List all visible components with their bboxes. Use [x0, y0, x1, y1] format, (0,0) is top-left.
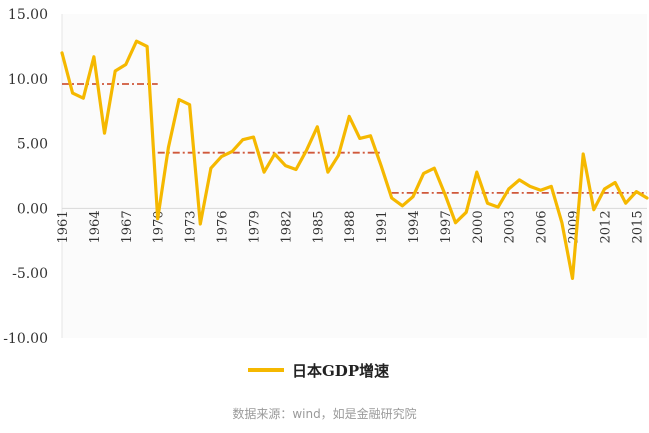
x-tick-label: 1982 — [279, 210, 294, 243]
legend-label: 日本GDP增速 — [292, 362, 389, 380]
plot-area — [61, 14, 647, 338]
x-tick-label: 1994 — [407, 210, 422, 243]
x-tick-label: 1961 — [56, 210, 71, 243]
x-tick-label: 1997 — [439, 210, 454, 243]
x-tick-label: 1985 — [311, 210, 326, 243]
x-tick-label: 1988 — [343, 210, 358, 243]
x-tick-label: 2000 — [471, 210, 486, 243]
x-tick-label: 2015 — [630, 210, 645, 243]
legend: 日本GDP增速 — [248, 362, 389, 380]
x-tick-label: 2012 — [598, 210, 613, 243]
y-axis-ticks: 15.00 10.00 5.00 0.00 -5.00 -10.00 — [3, 7, 48, 347]
x-tick-label: 1973 — [184, 210, 199, 243]
average-lines — [62, 83, 647, 194]
y-tick-label: 5.00 — [17, 137, 48, 153]
gdp-growth-series-line — [60, 39, 649, 280]
x-tick-label: 1964 — [88, 210, 103, 243]
x-tick-label: 1976 — [216, 210, 231, 243]
x-tick-label: 1970 — [152, 210, 167, 243]
y-tick-label: -10.00 — [3, 331, 48, 347]
x-tick-label: 1991 — [375, 210, 390, 243]
plot-background — [62, 14, 647, 338]
x-tick-label: 1967 — [120, 210, 135, 243]
y-tick-label: 10.00 — [8, 72, 48, 88]
source-note: 数据来源：wind，如是金融研究院 — [232, 407, 417, 421]
y-tick-label: 15.00 — [8, 7, 48, 23]
x-tick-label: 2003 — [503, 210, 518, 243]
x-tick-label: 2006 — [535, 210, 550, 243]
y-tick-label: 0.00 — [17, 201, 48, 217]
x-tick-label: 1979 — [247, 210, 262, 243]
x-axis-ticks: 1961 1964 1967 1970 1973 1976 1979 1982 1985 1988… — [56, 210, 645, 243]
series-lines — [60, 39, 649, 280]
y-tick-label: -5.00 — [12, 266, 48, 282]
